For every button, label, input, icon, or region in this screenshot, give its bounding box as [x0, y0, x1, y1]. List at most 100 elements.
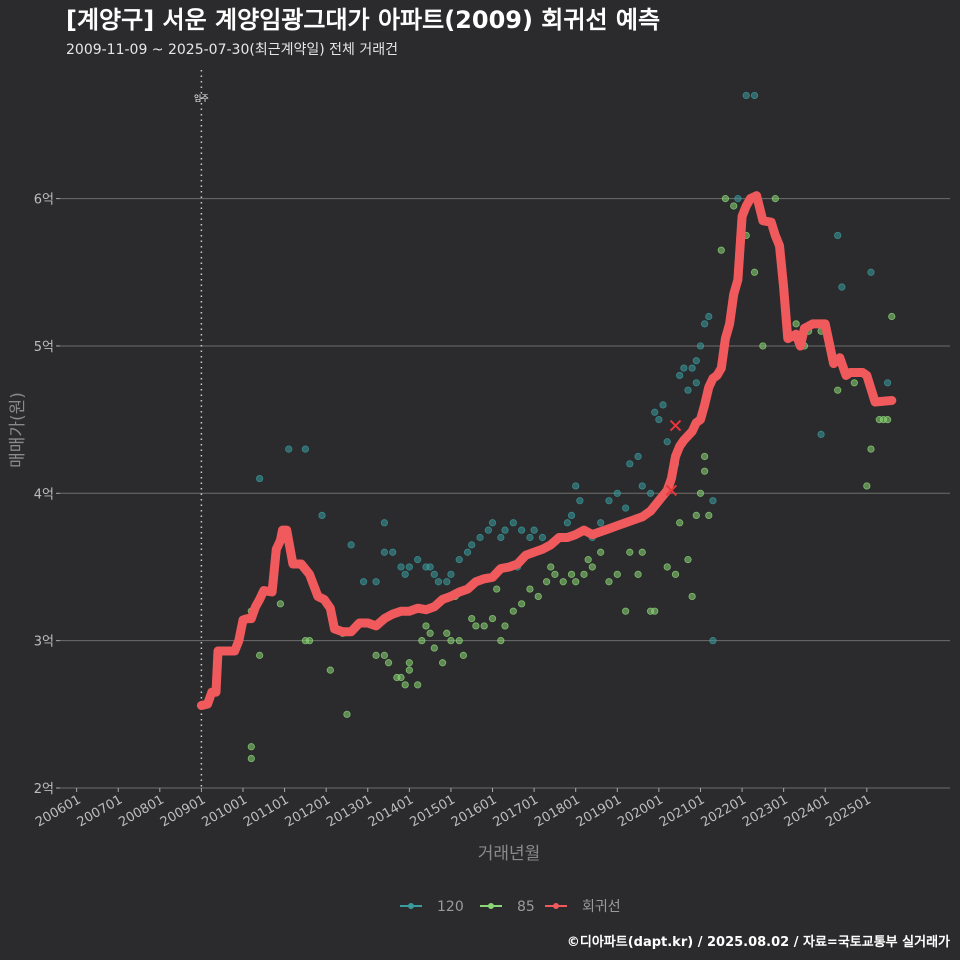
- point-120: [572, 482, 580, 490]
- point-85: [343, 710, 351, 718]
- point-85: [834, 386, 842, 394]
- x-marker: [669, 419, 682, 432]
- point-85: [684, 556, 692, 564]
- point-120: [518, 526, 526, 534]
- point-120: [447, 570, 455, 578]
- point-85: [401, 681, 409, 689]
- point-85: [567, 570, 576, 578]
- y-axis-ticks: 2억 3억 4억 5억 6억: [34, 193, 60, 797]
- y-tick-label: 6억: [34, 193, 54, 208]
- point-85: [717, 246, 725, 254]
- point-120: [834, 231, 842, 240]
- x-tick-label: 200601: [33, 792, 83, 830]
- legend-label: 85: [517, 899, 535, 915]
- scatter-points: [247, 91, 896, 763]
- x-tick-label: 202201: [699, 792, 749, 830]
- point-85: [488, 614, 497, 623]
- point-85: [559, 578, 567, 586]
- point-85: [380, 651, 388, 659]
- point-85: [480, 622, 488, 630]
- x-tick-label: 202101: [657, 792, 707, 830]
- point-120: [389, 548, 397, 556]
- legend: 120 85 회귀선: [400, 899, 621, 915]
- x-tick-label: 202501: [823, 792, 873, 830]
- point-120: [497, 533, 505, 542]
- point-85: [863, 482, 871, 490]
- point-85: [326, 666, 334, 674]
- x-tick-label: 201801: [532, 792, 582, 830]
- x-tick-label: 202301: [740, 792, 790, 830]
- point-85: [605, 578, 613, 586]
- point-120: [401, 570, 409, 578]
- point-120: [463, 548, 472, 556]
- point-85: [501, 622, 509, 630]
- point-85: [688, 592, 696, 601]
- point-85: [459, 651, 468, 659]
- x-axis-label: 거래년월: [478, 844, 541, 864]
- point-120: [380, 519, 388, 527]
- point-120: [380, 548, 388, 556]
- point-120: [359, 578, 368, 586]
- point-85: [584, 556, 592, 564]
- point-85: [509, 607, 517, 615]
- legend-swatch-dot: [408, 903, 414, 909]
- point-85: [671, 570, 680, 578]
- point-85: [534, 592, 542, 601]
- x-tick-label: 201001: [200, 792, 250, 830]
- point-85: [663, 563, 671, 571]
- point-120: [430, 570, 438, 578]
- point-120: [434, 578, 443, 586]
- point-85: [247, 743, 255, 751]
- x-tick-label: 201701: [491, 792, 541, 830]
- point-120: [709, 497, 717, 505]
- point-120: [750, 91, 759, 100]
- x-tick-label: 201201: [283, 792, 333, 830]
- y-tick-label: 4억: [34, 487, 54, 502]
- point-120: [484, 526, 492, 534]
- point-120: [526, 533, 534, 542]
- point-120: [576, 497, 584, 505]
- point-120: [455, 556, 463, 564]
- point-120: [734, 195, 742, 203]
- x-tick-label: 201301: [324, 792, 374, 830]
- point-120: [405, 563, 413, 571]
- legend-label: 회귀선: [582, 899, 621, 915]
- point-120: [646, 489, 655, 497]
- point-85: [493, 585, 501, 593]
- x-tick-label: 200701: [75, 792, 125, 830]
- point-85: [580, 570, 588, 578]
- x-tick-label: 202001: [615, 792, 665, 830]
- point-120: [696, 342, 705, 350]
- point-85: [526, 585, 534, 593]
- point-85: [405, 659, 413, 667]
- point-85: [547, 563, 555, 571]
- point-85: [405, 666, 413, 674]
- point-85: [850, 379, 858, 387]
- point-85: [634, 570, 642, 578]
- point-85: [792, 320, 800, 328]
- point-85: [572, 578, 580, 586]
- y-tick-label: 2억: [34, 782, 54, 797]
- point-85: [372, 651, 380, 659]
- point-85: [551, 570, 559, 578]
- point-85: [692, 511, 700, 520]
- point-85: [468, 614, 476, 623]
- point-85: [439, 659, 447, 667]
- legend-swatch-dot: [553, 903, 559, 909]
- point-85: [497, 637, 505, 645]
- point-120: [838, 283, 846, 291]
- point-120: [634, 452, 642, 461]
- point-120: [563, 519, 571, 527]
- point-85: [588, 563, 596, 571]
- point-85: [759, 342, 767, 350]
- point-120: [663, 438, 671, 446]
- x-marker: [665, 484, 678, 497]
- x-markers: [665, 419, 682, 497]
- point-85: [455, 637, 463, 645]
- point-120: [676, 371, 684, 380]
- grid-lines: [60, 198, 950, 789]
- point-120: [597, 519, 605, 527]
- point-120: [509, 519, 517, 527]
- x-tick-label: 201101: [241, 792, 291, 830]
- point-85: [430, 644, 438, 652]
